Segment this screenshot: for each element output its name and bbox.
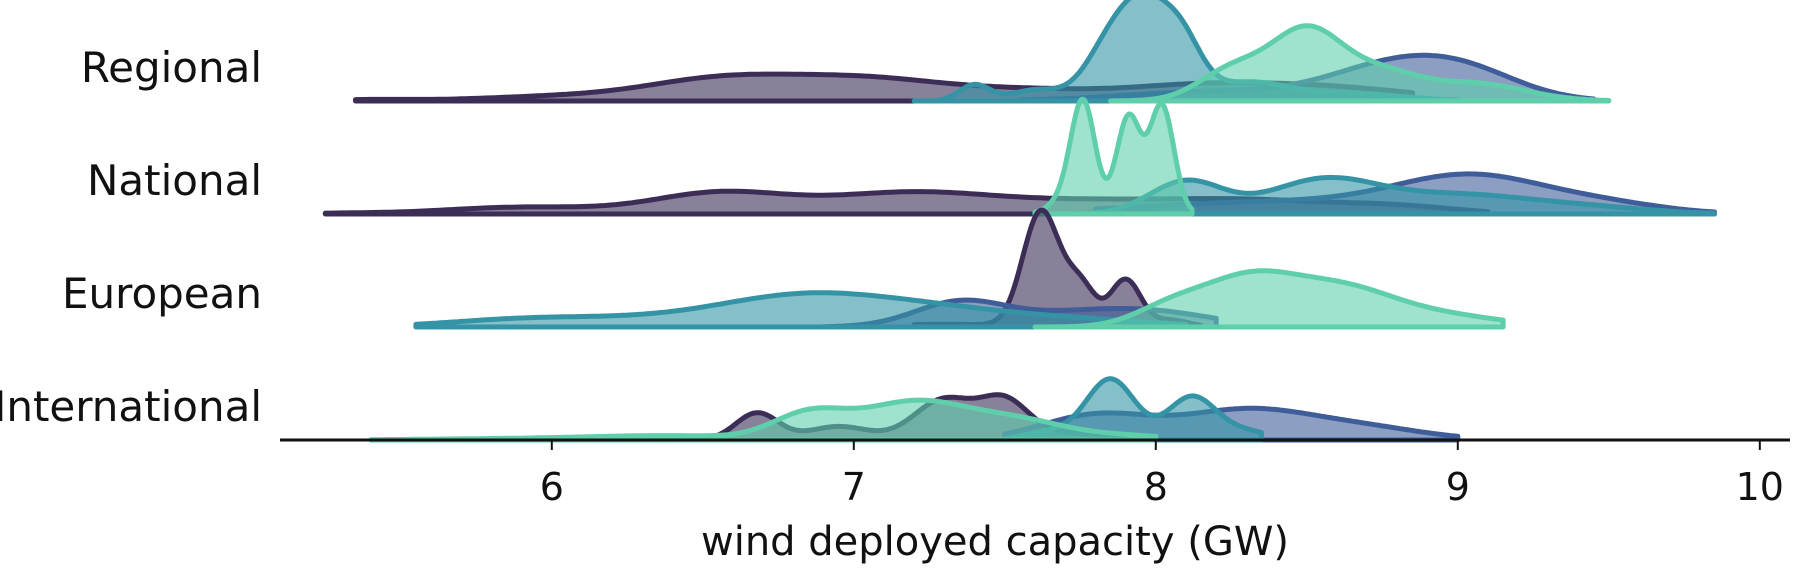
- ridge-international-series-4: [368, 397, 1159, 443]
- x-tick-label: 6: [540, 465, 564, 509]
- x-axis-title: wind deployed capacity (GW): [701, 519, 1289, 565]
- ridge-european-series-3: [413, 290, 1189, 330]
- x-tick-label: 8: [1144, 465, 1168, 509]
- row-labels: Regional National European International: [0, 43, 262, 431]
- row-label-national: National: [87, 156, 262, 205]
- row-label-european: European: [62, 269, 262, 318]
- row-label-regional: Regional: [81, 43, 262, 92]
- ridges: [322, 0, 1717, 443]
- x-tick-label: 9: [1446, 465, 1470, 509]
- row-label-international: International: [0, 382, 262, 431]
- ridge-regional-series-4: [1108, 23, 1612, 104]
- x-tick-label: 10: [1736, 465, 1784, 509]
- ridge-european-series-4: [1032, 268, 1506, 330]
- x-tick-label: 7: [842, 465, 866, 509]
- ridge-national-series-4: [1032, 96, 1195, 217]
- x-ticks: 6 7 8 9 10: [540, 440, 1784, 509]
